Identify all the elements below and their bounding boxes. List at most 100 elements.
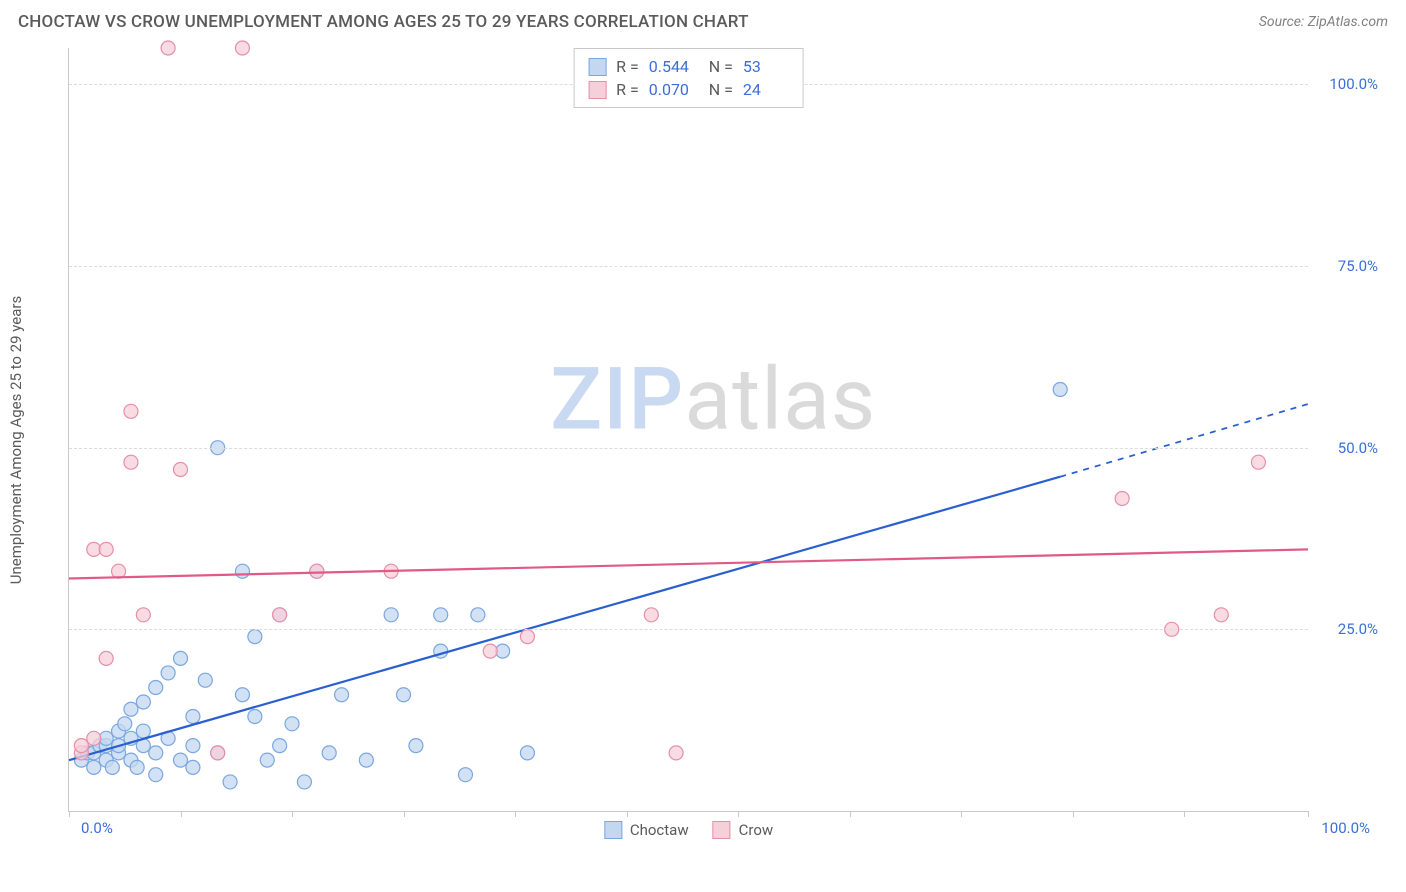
x-tick	[1308, 811, 1309, 817]
data-point	[520, 630, 534, 644]
x-tick	[69, 811, 70, 817]
x-tick	[181, 811, 182, 817]
data-point	[211, 746, 225, 760]
data-point	[223, 775, 237, 789]
data-point	[669, 746, 683, 760]
data-point	[99, 542, 113, 556]
title-bar: CHOCTAW VS CROW UNEMPLOYMENT AMONG AGES …	[0, 0, 1406, 40]
data-point	[198, 673, 212, 687]
data-point	[124, 702, 138, 716]
data-point	[1214, 608, 1228, 622]
data-point	[124, 455, 138, 469]
data-point	[483, 644, 497, 658]
data-point	[260, 753, 274, 767]
data-point	[273, 739, 287, 753]
trend-line	[69, 477, 1060, 760]
chart-canvas	[69, 48, 1308, 811]
stat-r-label: R =	[616, 80, 639, 99]
chart-title: CHOCTAW VS CROW UNEMPLOYMENT AMONG AGES …	[18, 12, 749, 32]
data-point	[458, 768, 472, 782]
legend-swatch	[588, 81, 606, 99]
gridline-h	[69, 266, 1308, 267]
data-point	[397, 688, 411, 702]
trend-line	[69, 549, 1308, 578]
data-point	[186, 739, 200, 753]
x-tick	[738, 811, 739, 817]
x-tick	[404, 811, 405, 817]
stat-n-label: N =	[705, 57, 733, 76]
y-tick-label: 50.0%	[1338, 439, 1378, 457]
x-max-label: 100.0%	[1321, 819, 1370, 837]
data-point	[409, 739, 423, 753]
legend-swatch	[588, 58, 606, 76]
stat-r-value: 0.070	[649, 80, 695, 99]
stat-n-value: 24	[743, 80, 789, 99]
data-point	[74, 739, 88, 753]
x-tick	[961, 811, 962, 817]
stat-r-label: R =	[616, 57, 639, 76]
y-tick-label: 25.0%	[1338, 620, 1378, 638]
y-tick-label: 100.0%	[1329, 75, 1378, 93]
series-legend-item: Crow	[713, 821, 774, 839]
data-point	[248, 710, 262, 724]
gridline-h	[69, 448, 1308, 449]
stats-row: R =0.070 N =24	[588, 78, 789, 101]
x-tick	[1184, 811, 1185, 817]
data-point	[99, 651, 113, 665]
x-tick	[627, 811, 628, 817]
data-point	[310, 564, 324, 578]
data-point	[644, 608, 658, 622]
y-tick-label: 75.0%	[1338, 257, 1378, 275]
data-point	[87, 760, 101, 774]
plot-wrap: Unemployment Among Ages 25 to 29 years Z…	[48, 48, 1388, 832]
data-point	[248, 630, 262, 644]
stat-r-value: 0.544	[649, 57, 695, 76]
data-point	[471, 608, 485, 622]
gridline-h	[69, 629, 1308, 630]
stats-legend: R =0.544 N =53R =0.070 N =24	[573, 48, 804, 108]
data-point	[136, 608, 150, 622]
data-point	[186, 710, 200, 724]
data-point	[174, 651, 188, 665]
x-tick	[515, 811, 516, 817]
data-point	[149, 768, 163, 782]
plot-area: ZIPatlas R =0.544 N =53R =0.070 N =24 0.…	[68, 48, 1308, 812]
data-point	[235, 688, 249, 702]
data-point	[1251, 455, 1265, 469]
x-tick	[1073, 811, 1074, 817]
data-point	[1115, 492, 1129, 506]
data-point	[149, 680, 163, 694]
data-point	[235, 564, 249, 578]
legend-swatch	[713, 821, 731, 839]
series-name: Crow	[739, 821, 774, 839]
data-point	[297, 775, 311, 789]
data-point	[335, 688, 349, 702]
source-label: Source: ZipAtlas.com	[1259, 14, 1388, 30]
y-axis-label: Unemployment Among Ages 25 to 29 years	[7, 296, 25, 584]
data-point	[273, 608, 287, 622]
data-point	[384, 608, 398, 622]
data-point	[322, 746, 336, 760]
data-point	[136, 695, 150, 709]
data-point	[434, 608, 448, 622]
x-min-label: 0.0%	[81, 819, 113, 837]
data-point	[235, 41, 249, 55]
x-tick	[292, 811, 293, 817]
data-point	[1053, 383, 1067, 397]
data-point	[124, 404, 138, 418]
trend-line-extension	[1060, 404, 1308, 477]
data-point	[87, 731, 101, 745]
data-point	[161, 666, 175, 680]
data-point	[161, 41, 175, 55]
data-point	[520, 746, 534, 760]
stats-row: R =0.544 N =53	[588, 55, 789, 78]
data-point	[118, 717, 132, 731]
series-legend-item: Choctaw	[604, 821, 689, 839]
legend-swatch	[604, 821, 622, 839]
data-point	[359, 753, 373, 767]
x-tick	[850, 811, 851, 817]
data-point	[136, 724, 150, 738]
data-point	[174, 462, 188, 476]
data-point	[130, 760, 144, 774]
data-point	[149, 746, 163, 760]
